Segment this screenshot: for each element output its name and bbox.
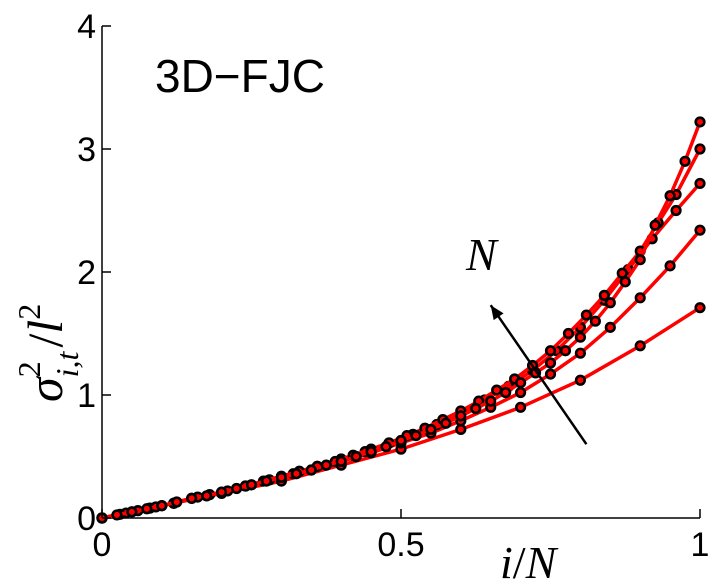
data-point (440, 417, 452, 429)
data-point (694, 177, 706, 190)
data-point (126, 506, 138, 518)
svg-text:σ2i,t/l2: σ2i,t/l2 (11, 304, 85, 402)
data-point (141, 503, 153, 515)
data-point (664, 190, 676, 202)
data-point (216, 486, 228, 498)
data-point (694, 143, 706, 155)
data-point (305, 464, 317, 476)
data-point (171, 496, 183, 508)
data-point (694, 302, 706, 314)
tick-layer: 0 1 2 3 4 0 0.5 1 (77, 8, 709, 564)
x-tick-label: 1 (691, 526, 710, 564)
series-line (101, 229, 702, 520)
series-line (101, 306, 701, 520)
y-axis-label: σ2i,t/l2 (11, 304, 85, 402)
chart-title: 3D−FJC (155, 50, 325, 102)
data-point (500, 386, 512, 399)
data-point (485, 395, 497, 407)
data-point (649, 219, 661, 231)
data-point (559, 345, 572, 357)
data-point (245, 479, 258, 491)
data-point (670, 204, 682, 217)
y-axis-label-l: l (17, 320, 73, 334)
data-point (186, 492, 198, 504)
x-axis-label-slash: / (513, 537, 526, 585)
arrow-layer (489, 304, 588, 445)
data-point (580, 309, 592, 321)
arrow-head (490, 305, 504, 321)
data-point (544, 345, 557, 357)
data-point (634, 292, 646, 304)
series-3 (96, 177, 706, 524)
y-axis-label-l-superscript: 2 (11, 304, 47, 320)
data-point (514, 386, 527, 399)
series-line (101, 148, 702, 520)
series-2 (96, 224, 706, 524)
x-tick-label: 0 (93, 526, 112, 564)
data-point (679, 155, 691, 167)
data-point (365, 445, 377, 458)
data-point (616, 267, 628, 279)
x-axis-label-denominator: N (525, 537, 559, 585)
y-tick-label: 0 (77, 500, 96, 538)
data-point (574, 374, 587, 386)
data-point (574, 347, 587, 359)
data-point (562, 327, 575, 340)
data-point (664, 260, 676, 272)
series-line (101, 121, 702, 520)
x-axis-label-numerator: i (500, 537, 513, 585)
x-axis-label: i/N (500, 537, 559, 585)
data-point (514, 377, 527, 389)
data-point (201, 490, 213, 502)
y-axis-label-subscript: i,t (49, 350, 85, 377)
data-point (455, 423, 467, 436)
y-tick-label: 2 (77, 254, 96, 292)
data-point (156, 500, 168, 512)
series-layer (96, 116, 706, 524)
y-axis-label-slash: / (17, 334, 73, 348)
data-point (455, 410, 467, 422)
data-point (598, 289, 610, 301)
y-tick-label: 4 (77, 8, 96, 46)
data-point (320, 459, 332, 471)
data-point (604, 297, 616, 309)
series-5 (96, 116, 706, 524)
y-tick-label: 3 (77, 131, 96, 169)
data-point (425, 423, 437, 436)
y-axis-label-superscript: 2 (11, 361, 47, 377)
x-tick-label: 0.5 (377, 526, 424, 564)
data-point (230, 482, 243, 495)
data-point (619, 276, 631, 288)
data-point (589, 315, 601, 327)
data-point (395, 434, 407, 447)
data-point (410, 429, 422, 442)
data-point (544, 368, 557, 380)
data-point (634, 340, 646, 352)
arrow-shaft (489, 304, 588, 445)
arrow-annotation: N (465, 229, 499, 280)
data-point (260, 475, 273, 487)
data-point (350, 450, 362, 463)
data-point (470, 402, 482, 415)
data-point (544, 357, 557, 369)
series-line (101, 182, 702, 520)
data-point (111, 509, 123, 521)
data-point (514, 401, 527, 413)
data-point (335, 455, 347, 468)
data-point (694, 224, 706, 236)
y-axis-label-sigma: σ (17, 375, 73, 402)
series-1 (96, 302, 706, 524)
data-point (491, 384, 503, 396)
data-point (634, 254, 646, 266)
data-point (604, 321, 616, 333)
series-4 (96, 143, 706, 524)
data-point (380, 441, 392, 453)
data-point (275, 471, 288, 484)
data-point (290, 468, 302, 480)
data-point (694, 116, 706, 128)
y-tick-label: 1 (77, 377, 96, 415)
data-point (574, 331, 587, 343)
